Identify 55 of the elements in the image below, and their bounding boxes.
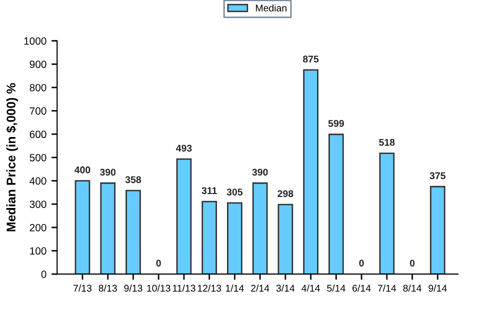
- data-label: 0: [359, 260, 364, 267]
- legend-label: Median: [256, 4, 286, 12]
- y-tick-label: 500: [30, 154, 46, 162]
- x-tick-label: 11/13: [172, 284, 196, 292]
- y-tick-label: 700: [30, 107, 46, 115]
- data-label: 358: [125, 176, 142, 184]
- bar: [430, 186, 446, 274]
- bar: [379, 152, 395, 274]
- y-tick-label: 100: [30, 247, 46, 255]
- data-label: 875: [302, 56, 319, 63]
- x-tick-label: 10/13: [147, 284, 170, 292]
- bar: [328, 134, 344, 274]
- x-tick-label: 8/14: [403, 284, 422, 292]
- x-tick-label: 12/13: [198, 284, 222, 292]
- bar: [176, 158, 192, 274]
- x-tick-label: 1/14: [226, 284, 244, 292]
- data-label: 599: [328, 120, 344, 127]
- bar: [126, 190, 141, 274]
- x-tick-label: 9/14: [428, 284, 447, 292]
- x-tick-label: 7/13: [74, 284, 92, 292]
- data-label: 375: [430, 172, 446, 180]
- y-tick-label: 900: [30, 60, 46, 68]
- data-label: 305: [226, 188, 243, 196]
- x-tick-label: 8/13: [98, 284, 117, 292]
- y-axis-title: Median Price (in $,000) %: [6, 83, 18, 232]
- bar: [202, 200, 217, 274]
- y-tick-label: 600: [30, 130, 46, 138]
- bar: [227, 202, 242, 274]
- y-tick-label: 300: [30, 200, 46, 208]
- bar: [303, 69, 318, 274]
- x-tick-label: 2/14: [251, 284, 270, 292]
- data-label: 298: [278, 190, 294, 198]
- x-tick-label: 3/14: [276, 284, 295, 292]
- data-label: 311: [202, 187, 217, 194]
- data-label: 390: [252, 168, 268, 176]
- data-label: 0: [156, 260, 161, 267]
- bar: [74, 180, 90, 274]
- data-label: 518: [379, 138, 395, 146]
- y-tick-label: 400: [30, 177, 46, 185]
- bar: [252, 182, 268, 274]
- y-tick-label: 200: [30, 224, 46, 232]
- data-label: 493: [176, 144, 192, 152]
- y-tick-label: 0: [41, 270, 46, 278]
- y-tick-label: 800: [30, 84, 46, 92]
- data-label: 400: [74, 166, 90, 174]
- y-tick-label: 1000: [24, 37, 46, 45]
- x-tick-label: 4/14: [302, 284, 320, 292]
- x-tick-label: 6/14: [352, 284, 371, 292]
- data-label: 390: [100, 168, 116, 176]
- bar: [278, 204, 294, 274]
- x-tick-label: 9/13: [124, 284, 142, 292]
- bar: [100, 182, 116, 274]
- x-tick-label: 5/14: [327, 284, 346, 292]
- x-tick-label: 7/14: [378, 284, 396, 292]
- data-label: 0: [410, 260, 415, 267]
